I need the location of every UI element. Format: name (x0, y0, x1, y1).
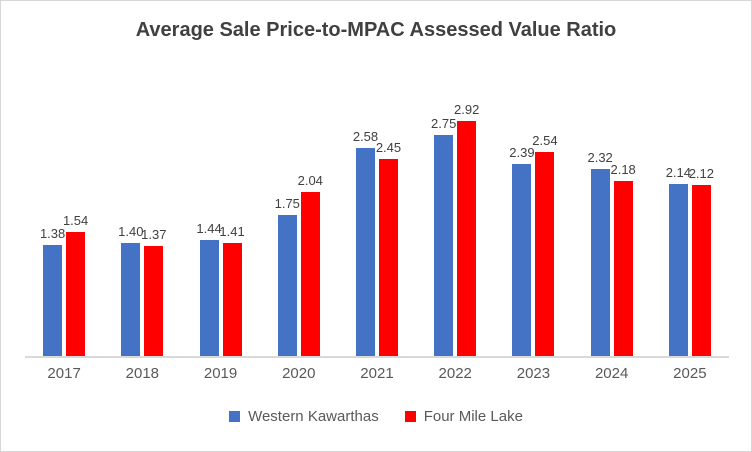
bar-group-2018: 1.40 1.37 (103, 109, 181, 356)
data-label: 2.92 (454, 102, 480, 117)
bar-western-kawarthas-2020: 1.75 (275, 196, 300, 356)
bar-four-mile-lake-2017: 1.54 (63, 213, 88, 356)
legend: Western Kawarthas Four Mile Lake (1, 408, 751, 425)
x-axis-label-2021: 2021 (360, 365, 394, 382)
bar-group-2019: 1.44 1.41 (181, 109, 259, 356)
data-label: 2.45 (375, 140, 402, 155)
bar-group-2020: 1.75 2.04 (260, 109, 338, 356)
data-label: 1.54 (62, 213, 89, 228)
data-label: 2.04 (297, 173, 323, 188)
bar-group-2017: 1.38 1.54 (25, 109, 103, 356)
plot-area: 1.38 1.54 1.40 1.37 1.44 1.41 1.75 2.04 2.58 2.45… (25, 102, 729, 358)
bar-western-kawarthas-2021: 2.58 (353, 129, 378, 356)
legend-swatch-four-mile-lake (404, 411, 416, 422)
data-label: 1.75 (274, 196, 300, 211)
data-label: 1.40 (118, 224, 144, 239)
x-axis-label-2020: 2020 (282, 365, 316, 382)
data-label: 2.12 (688, 166, 715, 181)
bar-group-2022: 2.75 2.92 (416, 102, 494, 356)
data-label: 1.38 (39, 226, 66, 241)
legend-swatch-western-kawarthas (229, 411, 241, 422)
x-axis-label-2017: 2017 (47, 365, 81, 382)
bar-four-mile-lake-2024: 2.18 (610, 162, 636, 356)
x-axis-label-2024: 2024 (594, 365, 629, 382)
data-label: 2.39 (509, 145, 535, 160)
chart-title: Average Sale Price-to-MPAC Assessed Valu… (135, 19, 617, 41)
bar-four-mile-lake-2023: 2.54 (532, 133, 558, 356)
bar-western-kawarthas-2019: 1.44 (196, 221, 222, 356)
bar-western-kawarthas-2023: 2.39 (509, 145, 535, 356)
x-axis: 2017 2018 2019 2020 2021 2022 2023 2024 2025 (25, 365, 729, 382)
bar-group-2024: 2.32 2.18 (573, 109, 651, 356)
data-label: 1.37 (141, 227, 167, 242)
bar-four-mile-lake-2021: 2.45 (376, 140, 401, 356)
bar-four-mile-lake-2018: 1.37 (141, 227, 166, 356)
data-label: 2.14 (665, 165, 692, 180)
data-label: 2.32 (587, 150, 613, 165)
bar-four-mile-lake-2025: 2.12 (689, 166, 714, 356)
bar-four-mile-lake-2020: 2.04 (298, 173, 323, 356)
bar-four-mile-lake-2019: 1.41 (219, 224, 245, 356)
bar-western-kawarthas-2025: 2.14 (666, 165, 691, 356)
bar-group-2021: 2.58 2.45 (338, 109, 416, 356)
legend-item-western-kawarthas: Western Kawarthas (229, 408, 379, 425)
x-axis-label-2019: 2019 (203, 365, 238, 382)
bar-western-kawarthas-2022: 2.75 (431, 116, 456, 356)
data-label: 2.18 (610, 162, 636, 177)
x-axis-label-2022: 2022 (438, 365, 472, 382)
bar-four-mile-lake-2022: 2.92 (454, 102, 479, 356)
bar-group-2023: 2.39 2.54 (494, 109, 572, 356)
x-axis-label-2023: 2023 (516, 365, 551, 382)
data-label: 2.54 (532, 133, 558, 148)
data-label: 2.75 (431, 116, 457, 131)
data-label: 1.44 (196, 221, 222, 236)
bar-western-kawarthas-2018: 1.40 (118, 224, 143, 356)
legend-item-four-mile-lake: Four Mile Lake (404, 408, 523, 425)
bar-western-kawarthas-2024: 2.32 (587, 150, 613, 356)
data-label: 1.41 (219, 224, 245, 239)
legend-label-four-mile-lake: Four Mile Lake (423, 408, 523, 425)
x-axis-label-2025: 2025 (673, 365, 707, 382)
bar-western-kawarthas-2017: 1.38 (40, 226, 65, 356)
data-label: 2.58 (352, 129, 379, 144)
legend-label-western-kawarthas: Western Kawarthas (248, 408, 379, 425)
bar-group-2025: 2.14 2.12 (651, 109, 729, 356)
x-axis-label-2018: 2018 (125, 365, 160, 382)
